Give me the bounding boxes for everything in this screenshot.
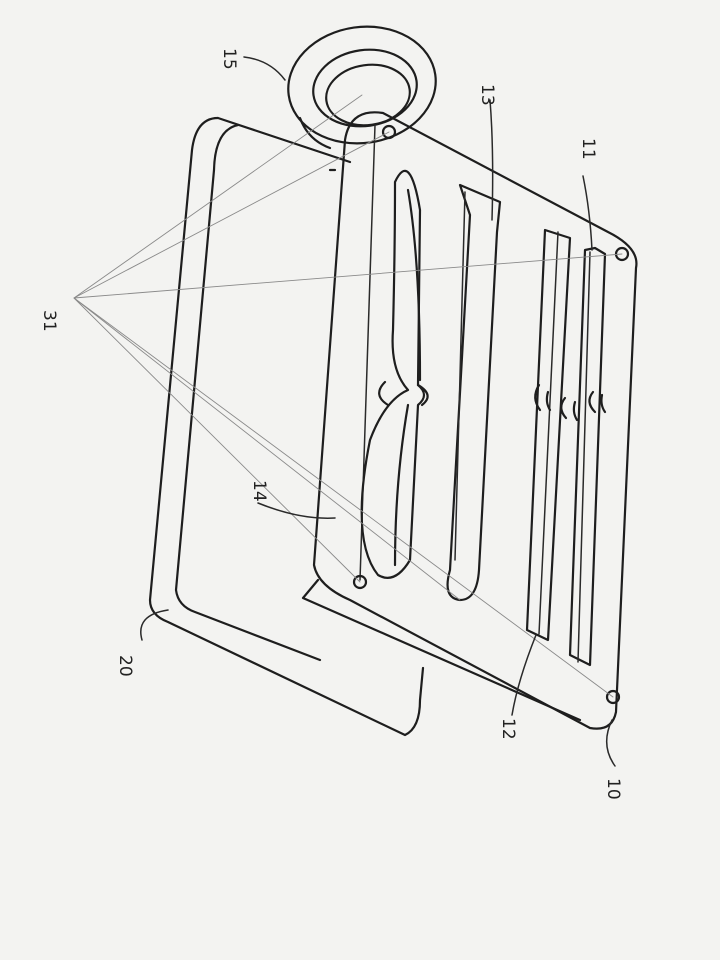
long-slot [446,183,502,602]
screw-hole-bottom-left [352,574,368,590]
screw-hole-top-right [614,246,630,262]
pin-slots [525,228,607,667]
label-14: 14 [249,480,269,502]
leader-lines [140,56,616,767]
label-11: 11 [578,138,598,160]
label-15: 15 [219,48,239,70]
screw-holes [352,124,630,705]
label-20: 20 [115,655,135,677]
screw-hole-bottom-right [605,689,621,705]
construction-lines [73,94,623,698]
pin-knobs [378,380,607,422]
label-10: 10 [603,778,623,800]
label-31: 31 [39,310,59,332]
base-tray [148,116,425,737]
screw-hole-top-left [381,124,397,140]
label-13: 13 [477,84,497,106]
plate [301,111,638,730]
reference-numerals: 15 13 11 31 14 20 12 10 [39,48,623,800]
label-12: 12 [498,718,518,740]
